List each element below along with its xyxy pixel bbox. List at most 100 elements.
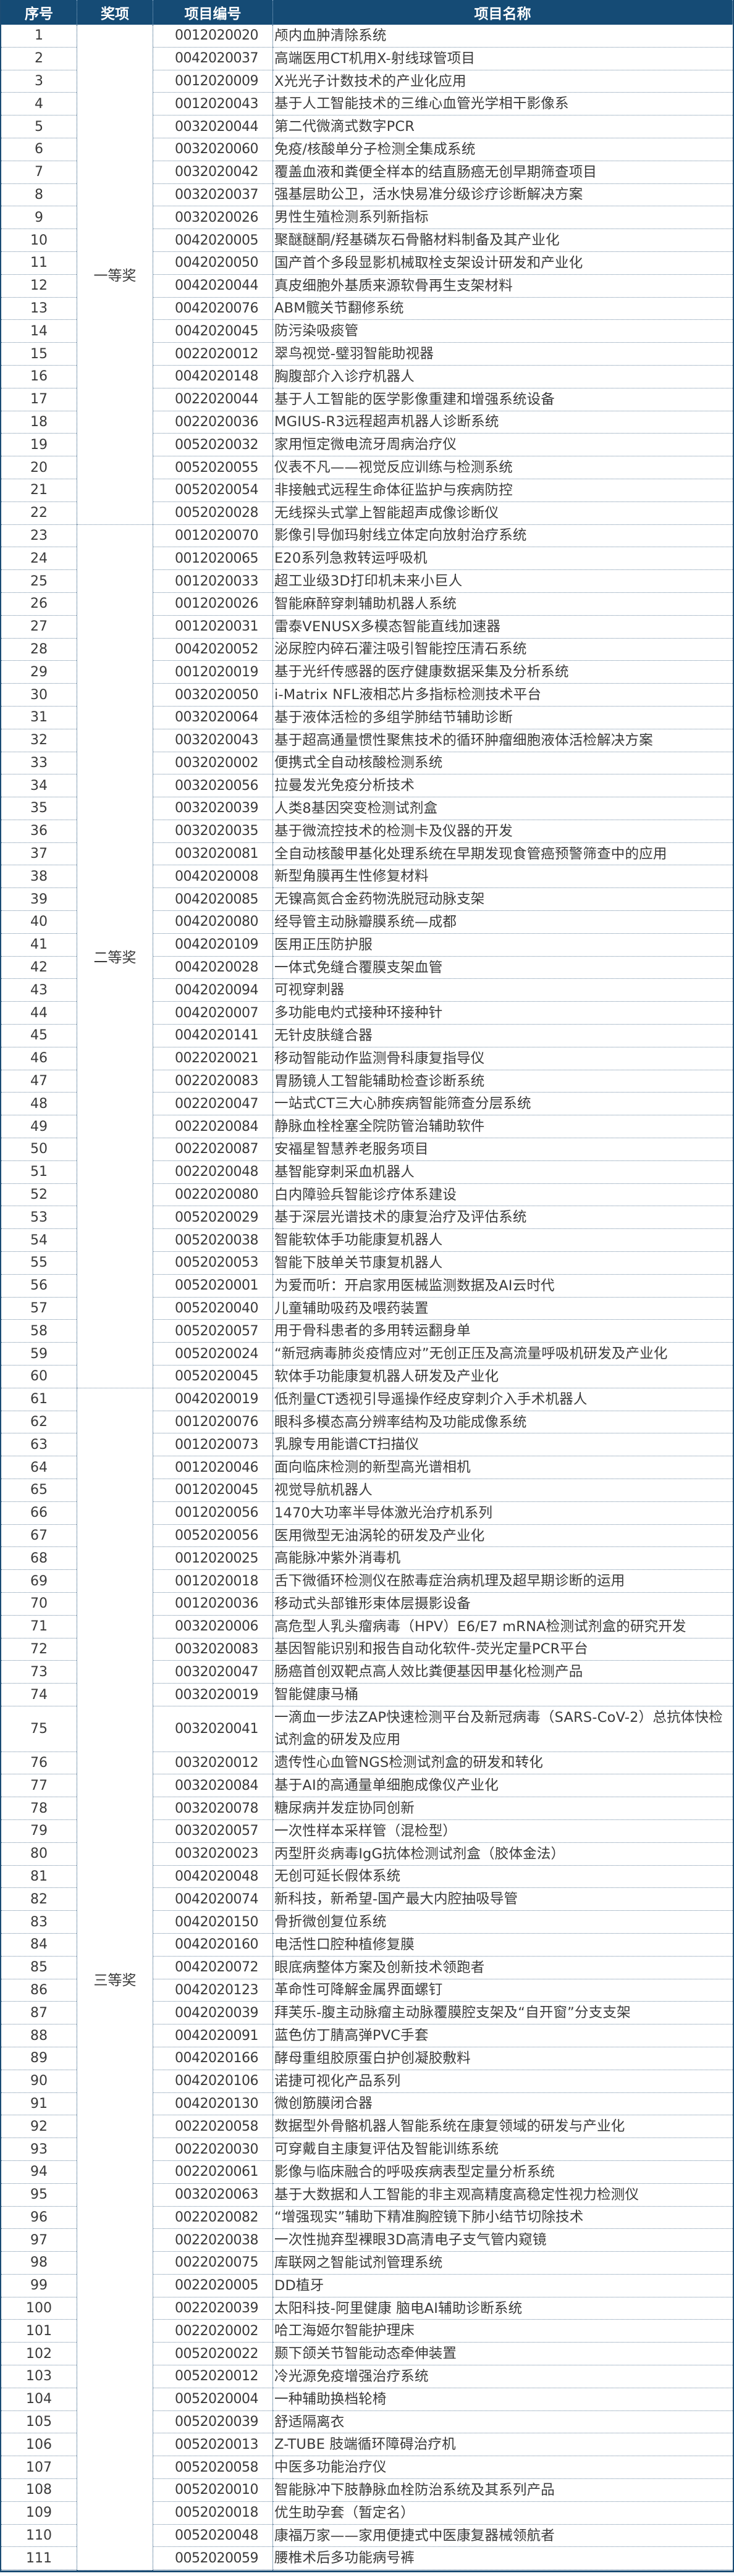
- seq-cell: 47: [1, 1070, 77, 1093]
- code-cell: 0042020091: [153, 2024, 272, 2047]
- seq-cell: 8: [1, 184, 77, 207]
- seq-cell: 10: [1, 229, 77, 252]
- name-cell: 影像引导伽玛射线立体定向放射治疗系统: [273, 525, 733, 548]
- code-cell: 0012020025: [153, 1547, 272, 1571]
- name-cell: 舒适隔离衣: [273, 2411, 733, 2434]
- code-cell: 0042020080: [153, 911, 272, 934]
- seq-cell: 17: [1, 388, 77, 411]
- seq-cell: 102: [1, 2343, 77, 2366]
- name-cell: 一体式免缝合覆膜支架血管: [273, 957, 733, 980]
- code-cell: 0032020041: [153, 1706, 272, 1752]
- code-cell: 0022020044: [153, 388, 272, 411]
- name-cell: 基因智能识别和报告自动化软件-荧光定量PCR平台: [273, 1638, 733, 1661]
- seq-cell: 32: [1, 729, 77, 752]
- seq-cell: 93: [1, 2138, 77, 2161]
- seq-cell: 70: [1, 1593, 77, 1616]
- seq-cell: 87: [1, 2002, 77, 2025]
- name-cell: 基于人工智能的医学影像重建和增强系统设备: [273, 388, 733, 411]
- name-cell: 基于光纤传感器的医疗健康数据采集及分析系统: [273, 661, 733, 684]
- code-cell: 0052020029: [153, 1206, 272, 1230]
- code-cell: 0012020026: [153, 593, 272, 616]
- seq-cell: 49: [1, 1115, 77, 1139]
- award-group-label: 一等奖: [77, 25, 153, 525]
- code-cell: 0012020019: [153, 661, 272, 684]
- seq-cell: 105: [1, 2411, 77, 2434]
- code-cell: 0042020045: [153, 320, 272, 343]
- code-cell: 0042020085: [153, 888, 272, 912]
- code-cell: 0022020083: [153, 1070, 272, 1093]
- name-cell: 优生助孕套（暂定名）: [273, 2502, 733, 2525]
- seq-cell: 2: [1, 48, 77, 70]
- name-cell: 一滴血一步法ZAP快速检测平台及新冠病毒（SARS-CoV-2）总抗体快检试剂盒…: [273, 1706, 733, 1752]
- name-cell: 防污染吸痰管: [273, 320, 733, 343]
- code-cell: 0042020076: [153, 298, 272, 321]
- code-cell: 0052020012: [153, 2365, 272, 2388]
- header-award: 奖项: [77, 0, 153, 25]
- code-cell: 0042020074: [153, 1888, 272, 1911]
- name-cell: 家用恒定微电流牙周病治疗仪: [273, 434, 733, 457]
- code-cell: 0042020160: [153, 1934, 272, 1957]
- name-cell: 高能脉冲紫外消毒机: [273, 1547, 733, 1571]
- code-cell: 0042020094: [153, 979, 272, 1002]
- name-cell: 便携式全自动核酸检测系统: [273, 752, 733, 775]
- code-cell: 0042020166: [153, 2047, 272, 2070]
- code-cell: 0012020065: [153, 547, 272, 571]
- seq-cell: 1: [1, 25, 77, 48]
- code-cell: 0032020037: [153, 184, 272, 207]
- name-cell: 安福星智慧养老服务项目: [273, 1138, 733, 1161]
- name-cell: 蓝色仿丁腈高弹PVC手套: [273, 2024, 733, 2047]
- seq-cell: 61: [1, 1388, 77, 1411]
- name-cell: 胸腹部介入诊疗机器人: [273, 366, 733, 388]
- header-seq: 序号: [1, 0, 77, 25]
- code-cell: 0022020084: [153, 1115, 272, 1139]
- code-cell: 0042020028: [153, 957, 272, 980]
- code-cell: 0042020019: [153, 1388, 272, 1411]
- name-cell: 低剂量CT透视引导遥操作经皮穿刺介入手术机器人: [273, 1388, 733, 1411]
- name-cell: E20系列急救转运呼吸机: [273, 547, 733, 571]
- name-cell: 移动智能动作监测骨科康复指导仪: [273, 1047, 733, 1070]
- name-cell: 泌尿腔内碎石灌注吸引智能控压清石系统: [273, 639, 733, 661]
- name-cell: 新科技，新希望-国产最大内腔抽吸导管: [273, 1888, 733, 1911]
- name-cell: 哈工海姬尔智能护理床: [273, 2320, 733, 2343]
- code-cell: 0052020058: [153, 2456, 272, 2480]
- seq-cell: 81: [1, 1866, 77, 1889]
- seq-cell: 55: [1, 1252, 77, 1275]
- name-cell: 高端医用CT机用X-射线球管项目: [273, 48, 733, 70]
- award-group-label: 三等奖: [77, 1388, 153, 2570]
- code-cell: 0022020012: [153, 343, 272, 366]
- name-cell: 智能健康马桶: [273, 1684, 733, 1706]
- seq-cell: 30: [1, 684, 77, 707]
- seq-cell: 98: [1, 2252, 77, 2275]
- code-cell: 0032020019: [153, 1684, 272, 1706]
- seq-cell: 92: [1, 2115, 77, 2139]
- name-cell: 多功能电灼式接种环接种针: [273, 1002, 733, 1025]
- name-cell: 视觉导航机器人: [273, 1479, 733, 1502]
- code-cell: 0042020005: [153, 229, 272, 252]
- name-cell: 无线探头式掌上智能超声成像诊断仪: [273, 502, 733, 525]
- seq-cell: 99: [1, 2275, 77, 2297]
- name-cell: 腰椎术后多功能病号裤: [273, 2547, 733, 2570]
- code-cell: 0052020004: [153, 2388, 272, 2411]
- seq-cell: 86: [1, 1979, 77, 2002]
- seq-cell: 62: [1, 1411, 77, 1434]
- code-cell: 0052020024: [153, 1343, 272, 1366]
- name-cell: 高危型人乳头瘤病毒（HPV）E6/E7 mRNA检测试剂盒的研究开发: [273, 1616, 733, 1638]
- code-cell: 0042020050: [153, 252, 272, 275]
- seq-cell: 75: [1, 1706, 77, 1752]
- seq-cell: 66: [1, 1502, 77, 1525]
- name-cell: 基于大数据和人工智能的非主观高精度高稳定性视力检测仪: [273, 2184, 733, 2207]
- seq-cell: 97: [1, 2229, 77, 2252]
- code-cell: 0052020028: [153, 502, 272, 525]
- name-cell: MGIUS-R3远程超声机器人诊断系统: [273, 411, 733, 434]
- seq-cell: 40: [1, 911, 77, 934]
- seq-cell: 38: [1, 865, 77, 889]
- name-cell: 太阳科技-阿里健康 脑电AI辅助诊断系统: [273, 2297, 733, 2320]
- seq-cell: 7: [1, 161, 77, 184]
- name-cell: 一次性抛弃型裸眼3D高清电子支气管内窥镜: [273, 2229, 733, 2252]
- name-cell: 智能软体手功能康复机器人: [273, 1229, 733, 1252]
- code-cell: 0052020018: [153, 2502, 272, 2525]
- name-cell: 丙型肝炎病毒IgG抗体检测试剂盒（胶体金法）: [273, 1843, 733, 1866]
- seq-cell: 65: [1, 1479, 77, 1502]
- name-cell: 仪表不凡——视觉反应训练与检测系统: [273, 456, 733, 479]
